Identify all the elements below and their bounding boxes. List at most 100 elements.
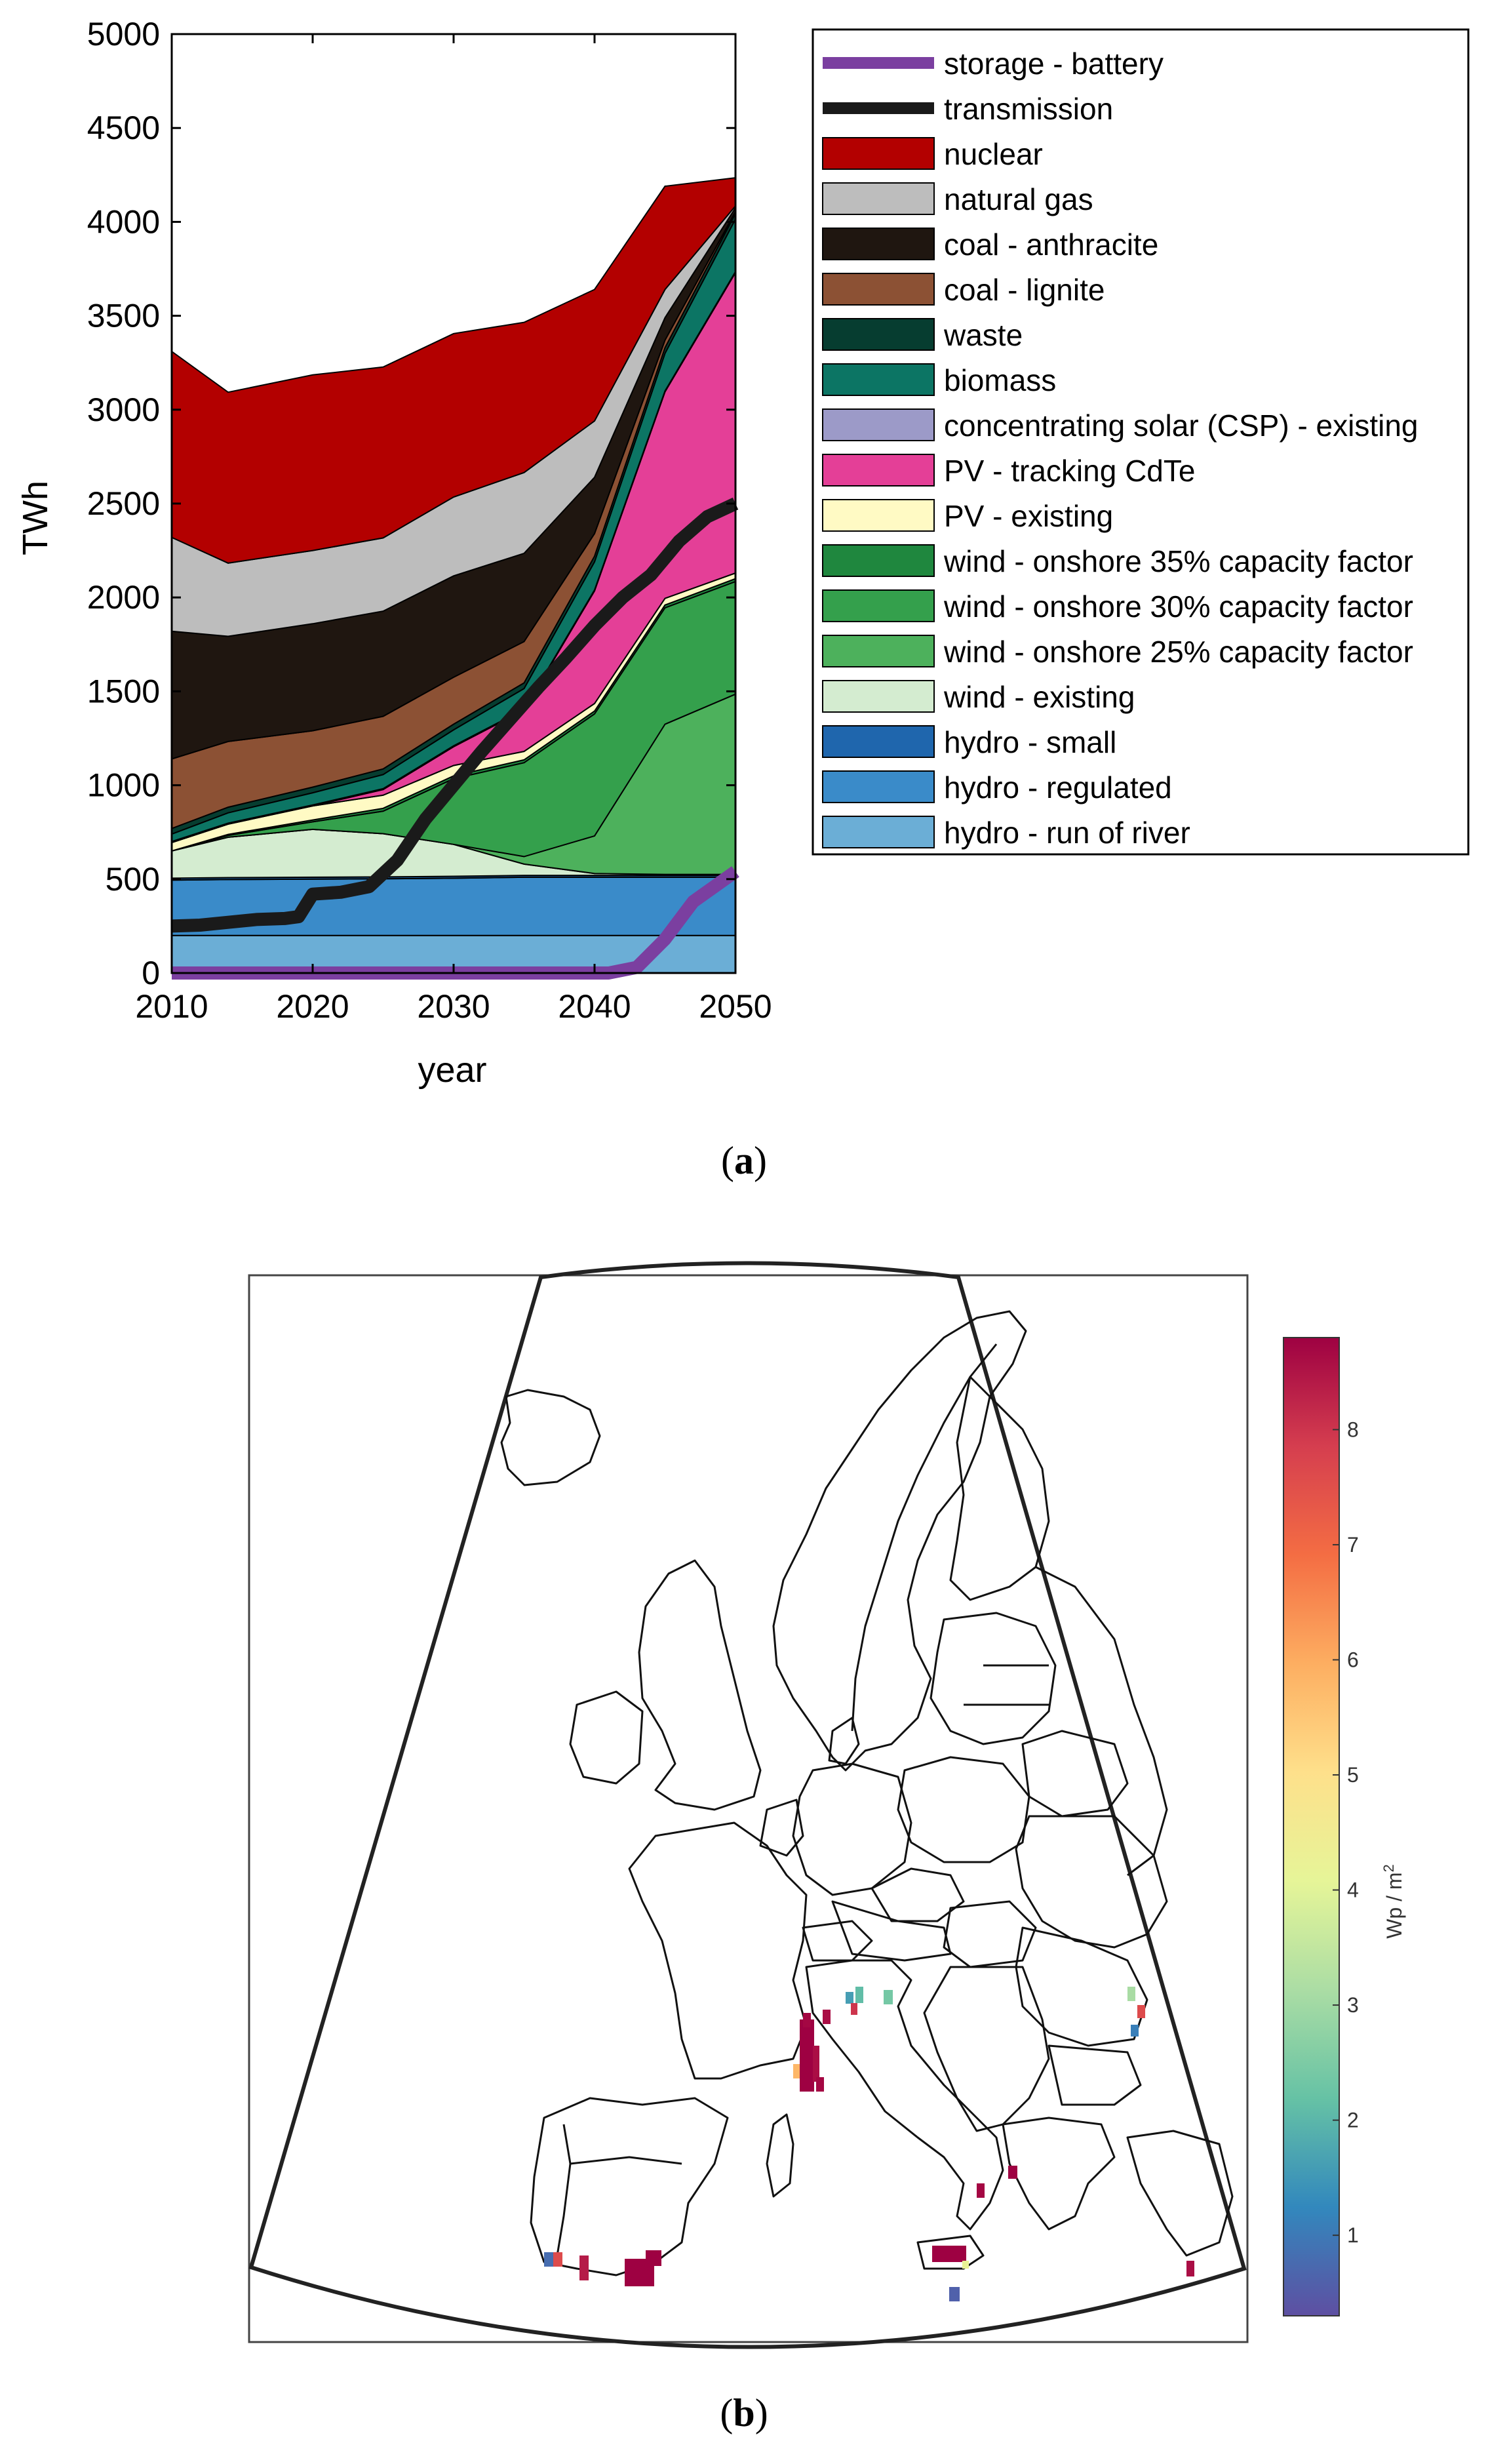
capacity-cells xyxy=(544,1987,1194,2301)
legend-swatch xyxy=(822,454,935,487)
x-tick-label: 2010 xyxy=(135,988,208,1025)
colorbar-tick-label: 4 xyxy=(1347,1878,1359,1902)
legend-item: biomass xyxy=(822,363,1056,397)
y-tick-label: 2500 xyxy=(87,485,160,522)
legend-label: biomass xyxy=(944,363,1056,397)
legend-label: coal - lignite xyxy=(944,273,1105,307)
legend-label: hydro - regulated xyxy=(944,770,1172,805)
map-cell xyxy=(813,2046,819,2082)
legend-label: coal - anthracite xyxy=(944,228,1158,262)
y-tick-label: 5000 xyxy=(87,16,160,52)
map-cell xyxy=(800,2019,814,2092)
panel-b-caption: (b) xyxy=(720,2391,768,2434)
map-cell xyxy=(962,2261,969,2269)
y-tick-label: 4500 xyxy=(87,109,160,146)
map-cell xyxy=(1186,2261,1194,2276)
map-cell xyxy=(823,2010,831,2024)
legend-label: storage - battery xyxy=(944,47,1164,81)
map-cell xyxy=(1008,2166,1017,2179)
legend-item: hydro - regulated xyxy=(822,770,1172,805)
legend-items: storage - battery transmission nuclear natu… xyxy=(822,47,1419,850)
y-axis-ticks: 0 500 1000 1500 2000 2500 3000 3500 4000 4500 5000 xyxy=(87,16,735,991)
colorbar-label: Wp / m2 xyxy=(1380,1864,1406,1939)
legend-item: transmission xyxy=(823,92,1113,126)
legend-swatch xyxy=(822,816,935,848)
legend-swatch xyxy=(822,363,935,396)
legend-label: natural gas xyxy=(944,182,1093,216)
legend-item: PV - existing xyxy=(822,499,1113,533)
map-cell xyxy=(646,2250,661,2266)
legend-item: hydro - small xyxy=(822,725,1116,759)
legend-label: transmission xyxy=(944,92,1113,126)
panel-a-caption: (a) xyxy=(721,1139,767,1182)
colorbar-tick-label: 1 xyxy=(1347,2223,1359,2247)
legend-label: concentrating solar (CSP) - existing xyxy=(944,408,1419,443)
colorbar-tick-label: 6 xyxy=(1347,1648,1359,1671)
panel-a-area-chart: 0 500 1000 1500 2000 2500 3000 3500 4000 4500 5000… xyxy=(16,16,1470,1182)
map-cell xyxy=(544,2252,553,2267)
y-tick-label: 500 xyxy=(106,861,160,898)
map-cell xyxy=(793,2064,800,2078)
legend-label: hydro - run of river xyxy=(944,816,1190,850)
colorbar-gradient xyxy=(1283,1337,1340,2316)
colorbar-tick-label: 2 xyxy=(1347,2109,1359,2132)
line-transmission xyxy=(171,497,739,933)
map-cell xyxy=(855,1987,863,2003)
legend-item: natural gas xyxy=(822,182,1093,216)
map-cell xyxy=(816,2077,824,2092)
legend-item: concentrating solar (CSP) - existing xyxy=(822,408,1419,443)
x-tick-label: 2050 xyxy=(699,988,772,1025)
legend-item: coal - anthracite xyxy=(822,228,1158,262)
colorbar-tick-label: 7 xyxy=(1347,1533,1359,1557)
legend-label: wind - onshore 25% capacity factor xyxy=(943,635,1413,669)
colorbar-ticks: 1 2 3 4 5 6 7 8 xyxy=(1333,1418,1359,2247)
legend-label: wind - existing xyxy=(943,680,1135,714)
legend-swatch xyxy=(822,318,935,351)
y-tick-label: 4000 xyxy=(87,203,160,240)
legend-item: waste xyxy=(822,318,1023,352)
legend-item: PV - tracking CdTe xyxy=(822,454,1195,488)
legend-swatch xyxy=(822,770,935,803)
legend-swatch xyxy=(822,273,935,306)
legend-item: storage - battery xyxy=(823,47,1164,81)
legend-label: waste xyxy=(943,318,1023,352)
x-tick-label: 2020 xyxy=(276,988,349,1025)
legend-swatch xyxy=(822,408,935,441)
map-cell xyxy=(846,1992,853,2004)
map-cell xyxy=(949,2287,960,2301)
y-tick-label: 2000 xyxy=(87,579,160,616)
country-outlines xyxy=(500,1310,1234,2276)
map-cell xyxy=(884,1990,893,2004)
legend-item: nuclear xyxy=(822,137,1043,171)
map-cell xyxy=(851,2003,857,2015)
y-tick-label: 0 xyxy=(142,955,160,991)
legend: storage - battery transmission nuclear natu… xyxy=(812,28,1470,856)
colorbar-tick-label: 3 xyxy=(1347,1993,1359,2017)
y-axis-label: TWh xyxy=(16,481,55,555)
area-hydro-regulated xyxy=(171,876,736,936)
colorbar-tick-label: 5 xyxy=(1347,1763,1359,1787)
x-tick-label: 2040 xyxy=(558,988,631,1025)
y-tick-label: 3500 xyxy=(87,298,160,334)
y-tick-label: 1000 xyxy=(87,767,160,804)
panel-b-map: 1 2 3 4 5 6 7 8 Wp / m2 (b) xyxy=(248,1261,1406,2434)
map-cell xyxy=(1127,1987,1135,2001)
x-axis-label: year xyxy=(418,1050,486,1090)
legend-label: PV - existing xyxy=(944,499,1113,533)
y-tick-label: 3000 xyxy=(87,391,160,428)
legend-swatch xyxy=(822,544,935,577)
map-cell xyxy=(1137,2005,1145,2018)
legend-swatch xyxy=(822,228,935,260)
colorbar: 1 2 3 4 5 6 7 8 Wp / m2 xyxy=(1283,1337,1406,2316)
y-tick-label: 1500 xyxy=(87,673,160,709)
legend-swatch xyxy=(822,499,935,532)
map-frame xyxy=(248,1274,1249,2343)
legend-label: wind - onshore 35% capacity factor xyxy=(943,544,1413,578)
map-cell xyxy=(803,2013,811,2027)
legend-item: wind - existing xyxy=(822,680,1135,714)
legend-label: nuclear xyxy=(944,137,1043,171)
legend-item: wind - onshore 25% capacity factor xyxy=(822,635,1413,669)
legend-item: wind - onshore 30% capacity factor xyxy=(822,589,1413,624)
colorbar-tick-label: 8 xyxy=(1347,1418,1359,1441)
